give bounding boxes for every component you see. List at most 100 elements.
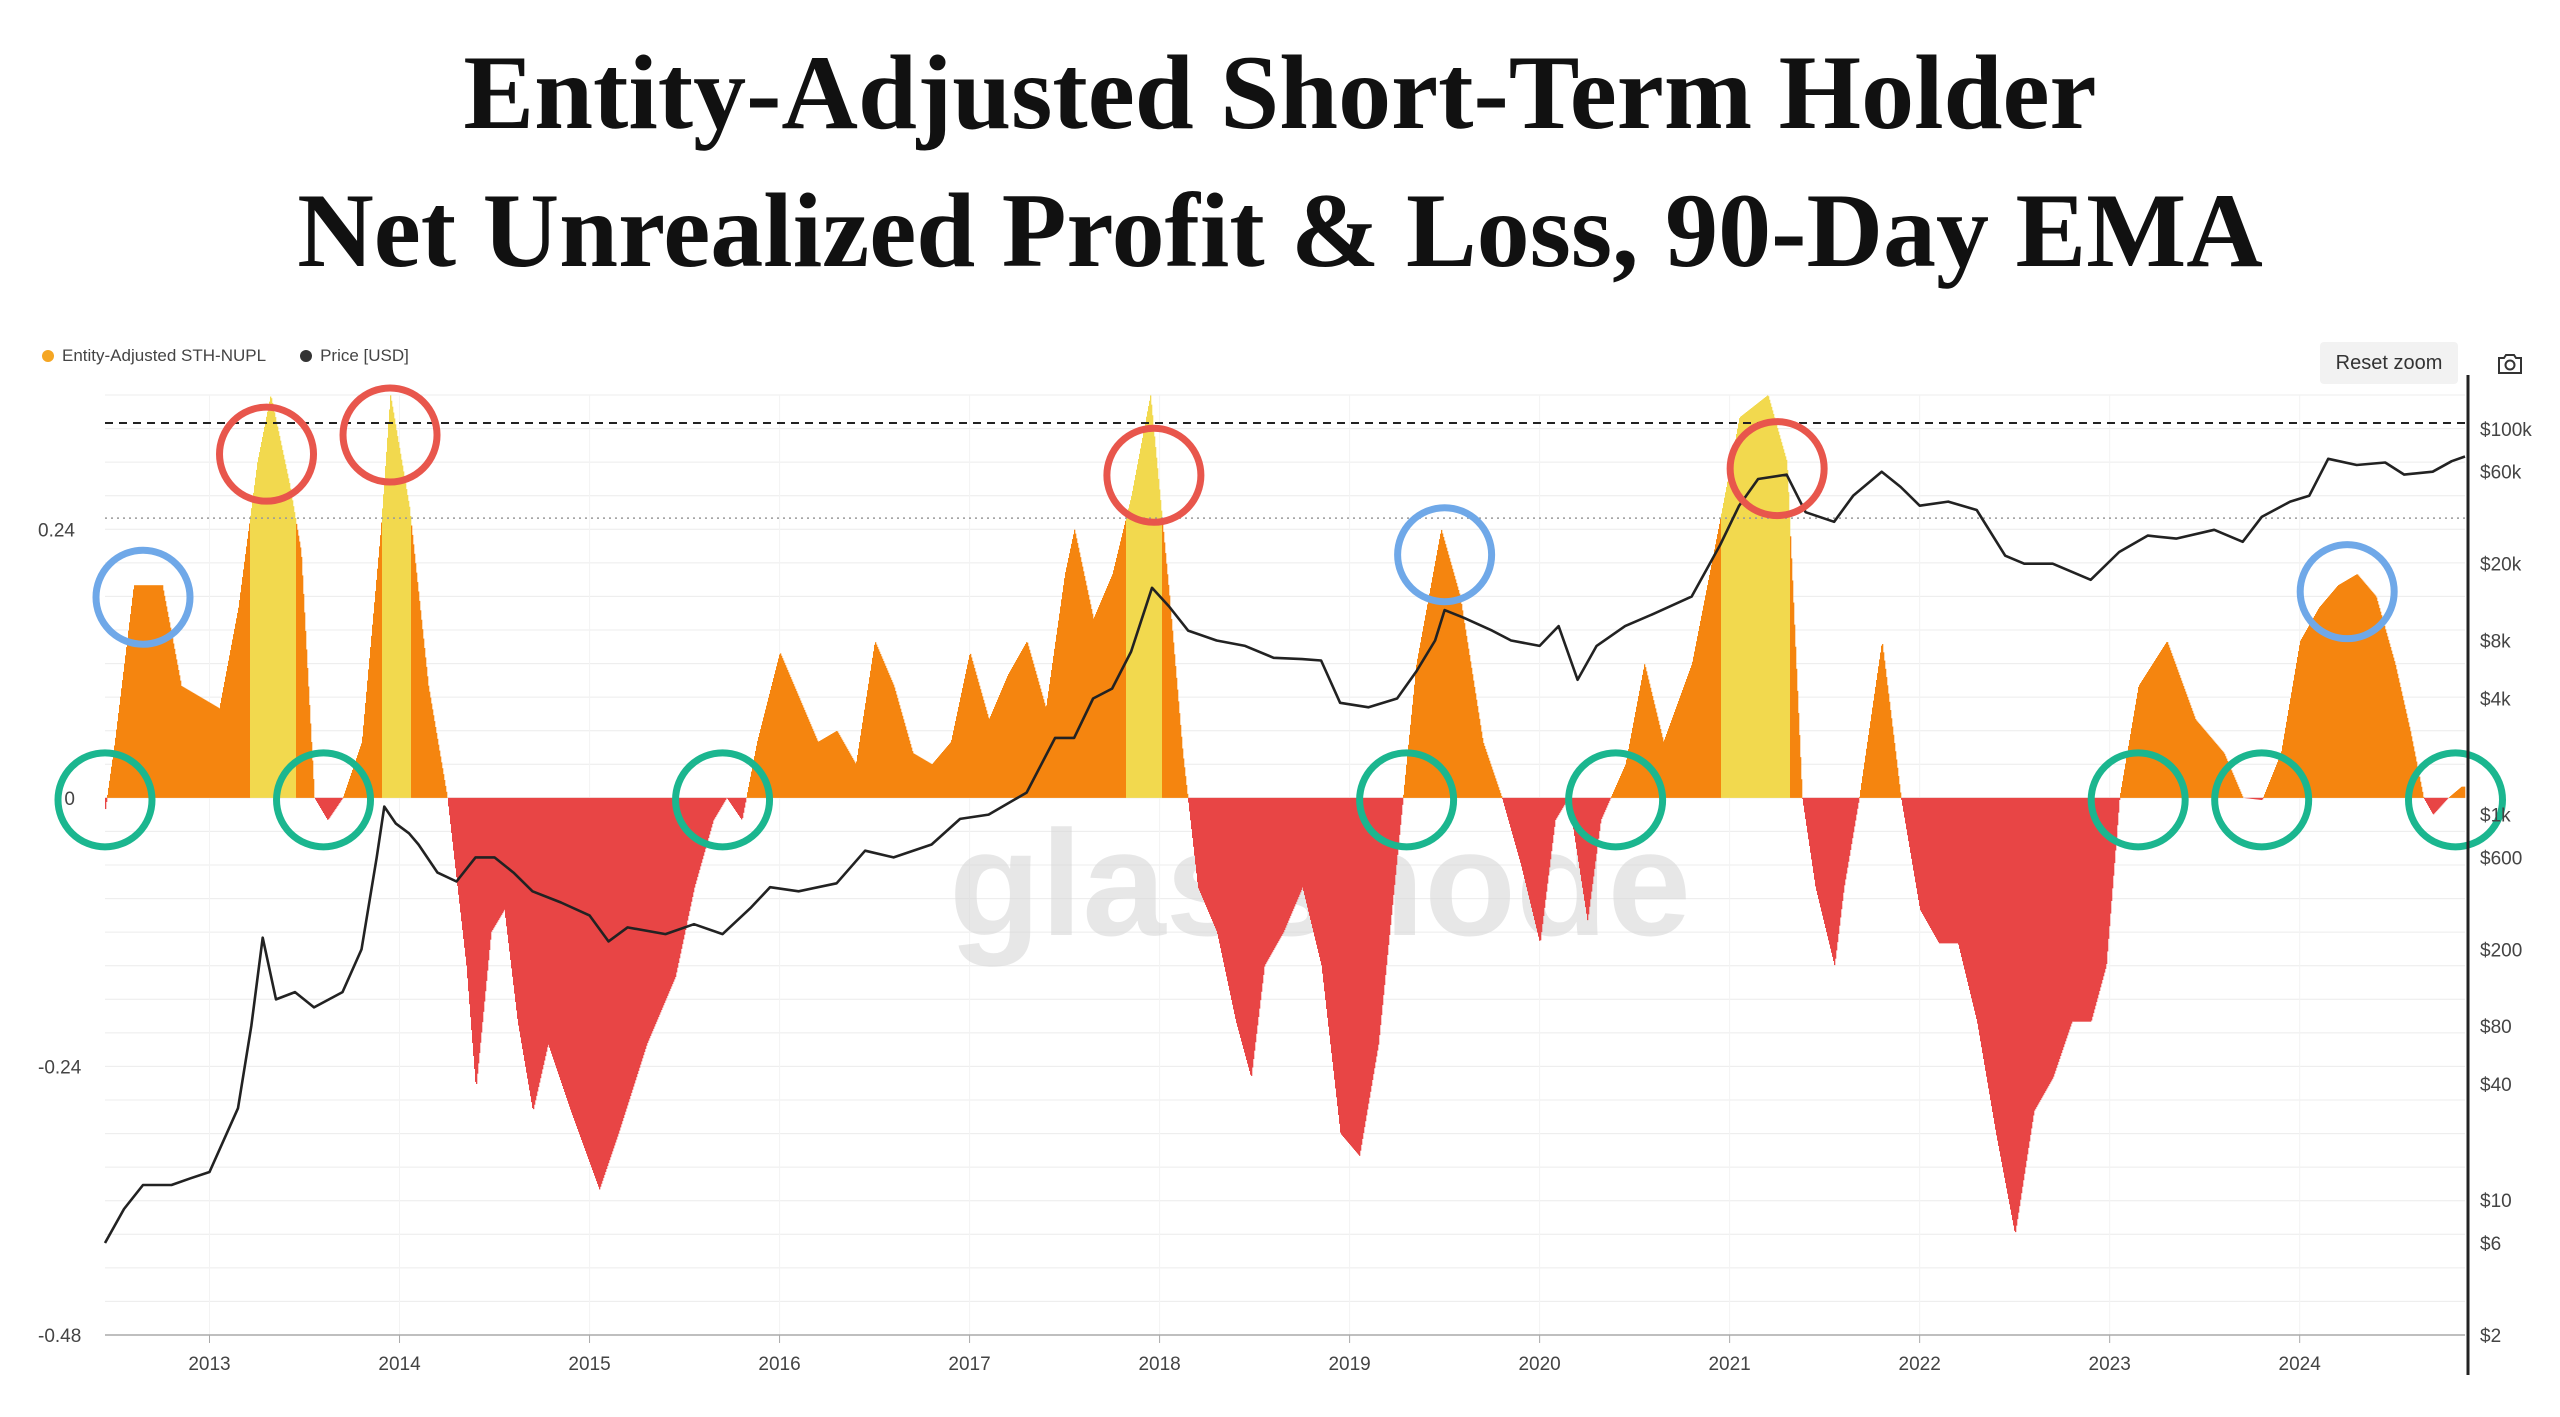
- camera-icon[interactable]: [2496, 352, 2524, 376]
- nupl-bar: [1959, 797, 1961, 949]
- nupl-bar: [1470, 661, 1472, 798]
- nupl-bar: [2371, 590, 2373, 798]
- nupl-bar: [285, 464, 287, 798]
- nupl-bar: [1509, 797, 1511, 824]
- nupl-bar: [704, 797, 706, 853]
- nupl-bar: [341, 797, 343, 801]
- nupl-bar: [1789, 514, 1791, 798]
- nupl-bar: [771, 685, 773, 798]
- nupl-bar: [1316, 797, 1318, 945]
- nupl-bar: [2018, 797, 2020, 1213]
- nupl-bar: [2064, 797, 2066, 1045]
- nupl-bar: [512, 797, 514, 977]
- nupl-bar: [424, 648, 426, 798]
- nupl-bar: [2027, 797, 2029, 1155]
- nupl-bar: [2140, 683, 2142, 798]
- nupl-bar: [1294, 797, 1296, 907]
- nupl-bar: [168, 617, 170, 798]
- nupl-bar: [1332, 797, 1334, 1062]
- nupl-bar: [2216, 744, 2218, 798]
- nupl-bar: [782, 658, 784, 798]
- nupl-bar: [2423, 796, 2425, 798]
- nupl-bar: [1157, 468, 1159, 798]
- nupl-bar: [2187, 697, 2189, 798]
- nupl-bar: [353, 766, 355, 798]
- nupl-bar: [1441, 529, 1443, 798]
- nupl-bar: [2100, 797, 2102, 988]
- nupl-bar: [191, 691, 193, 798]
- nupl-bar: [1615, 787, 1617, 798]
- nupl-bar: [112, 759, 114, 798]
- nupl-bar: [856, 761, 858, 798]
- nupl-bar: [2214, 741, 2216, 798]
- nupl-bar: [1617, 782, 1619, 798]
- nupl-bar: [2323, 602, 2325, 798]
- chart-title-line-1: Entity-Adjusted Short-Term Holder: [463, 34, 2097, 151]
- nupl-bar: [2278, 759, 2280, 798]
- nupl-bar: [2143, 678, 2145, 798]
- nupl-bar: [2344, 581, 2346, 798]
- nupl-bar: [1677, 703, 1679, 798]
- legend-item-nupl[interactable]: Entity-Adjusted STH-NUPL: [42, 346, 266, 366]
- nupl-bar: [162, 585, 164, 798]
- nupl-bar: [1611, 796, 1613, 798]
- nupl-bar: [1821, 797, 1823, 912]
- legend-item-price[interactable]: Price [USD]: [300, 346, 409, 366]
- zero-cross-circle-green: [2404, 749, 2506, 851]
- nupl-bar: [686, 797, 688, 926]
- nupl-bar: [1725, 492, 1727, 798]
- nupl-bar: [2358, 575, 2360, 798]
- nupl-bar: [1759, 401, 1761, 798]
- nupl-bar: [2072, 797, 2074, 1022]
- nupl-bar: [1693, 656, 1695, 798]
- nupl-bar: [203, 698, 205, 798]
- nupl-bar: [920, 757, 922, 798]
- nupl-bar: [2272, 774, 2274, 798]
- nupl-bar: [658, 797, 660, 1018]
- nupl-bar: [1297, 797, 1299, 900]
- nupl-bar: [917, 755, 919, 798]
- reset-zoom-button[interactable]: Reset zoom: [2320, 342, 2458, 384]
- nupl-bar: [1985, 797, 1987, 1071]
- nupl-bar: [1105, 590, 1107, 798]
- nupl-bar: [1910, 797, 1912, 853]
- nupl-bar: [2375, 595, 2377, 798]
- nupl-bar: [2345, 580, 2347, 798]
- nupl-bar: [1920, 797, 1922, 911]
- nupl-bar: [1030, 653, 1032, 798]
- nupl-bar: [2279, 757, 2281, 798]
- nupl-bar: [925, 760, 927, 798]
- nupl-bar: [683, 797, 685, 940]
- nupl-bar: [2225, 756, 2227, 798]
- nupl-bar: [2012, 797, 2014, 1221]
- nupl-bar: [1619, 778, 1621, 798]
- nupl-bar: [1636, 706, 1638, 798]
- nupl-bar: [2026, 797, 2028, 1161]
- y-tick-label-right: $600: [2480, 848, 2522, 869]
- nupl-bar: [1744, 413, 1746, 798]
- nupl-bar: [702, 797, 704, 860]
- nupl-bar: [1202, 797, 1204, 898]
- nupl-bar: [148, 585, 150, 798]
- nupl-bar: [940, 754, 942, 798]
- nupl-bar: [1347, 797, 1349, 1142]
- nupl-bar: [1190, 797, 1192, 821]
- nupl-bar: [688, 797, 690, 916]
- nupl-bar: [356, 758, 358, 798]
- nupl-bar: [1321, 797, 1323, 966]
- nupl-bar: [990, 716, 992, 798]
- nupl-bar: [2075, 797, 2077, 1022]
- nupl-bar: [972, 660, 974, 798]
- nupl-bar: [1822, 797, 1824, 916]
- nupl-bar: [1648, 679, 1650, 798]
- nupl-bar: [1964, 797, 1966, 970]
- nupl-bar: [2000, 797, 2002, 1157]
- nupl-bar: [401, 459, 403, 798]
- nupl-bar: [188, 690, 190, 798]
- nupl-bar: [1327, 797, 1329, 1018]
- nupl-bar: [283, 454, 285, 798]
- nupl-bar: [266, 416, 268, 798]
- nupl-bar: [1397, 797, 1399, 855]
- nupl-bar: [1809, 797, 1811, 847]
